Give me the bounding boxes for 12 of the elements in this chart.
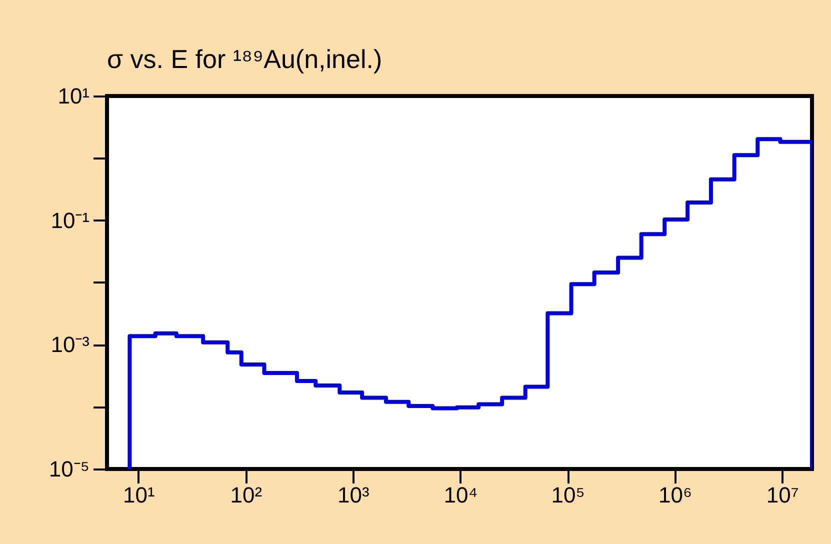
x-tick-label: 10³ (338, 482, 370, 508)
x-tick-label: 10⁴ (444, 482, 478, 508)
y-tick-label: 10⁻³ (50, 332, 90, 358)
x-tick-label: 10⁵ (551, 482, 585, 508)
y-tick-label: 10⁻⁵ (48, 456, 90, 482)
y-tick-label: 10¹ (58, 84, 90, 108)
x-tick-label: 10⁷ (766, 482, 799, 508)
x-tick-label: 10¹ (122, 482, 155, 508)
chart-title: σ vs. E for ¹⁸⁹Au(n,inel.) (107, 44, 382, 74)
x-tick-label: 10⁶ (658, 482, 692, 508)
y-tick-label: 10⁻¹ (50, 208, 90, 233)
x-tick-label: 10² (230, 482, 262, 508)
